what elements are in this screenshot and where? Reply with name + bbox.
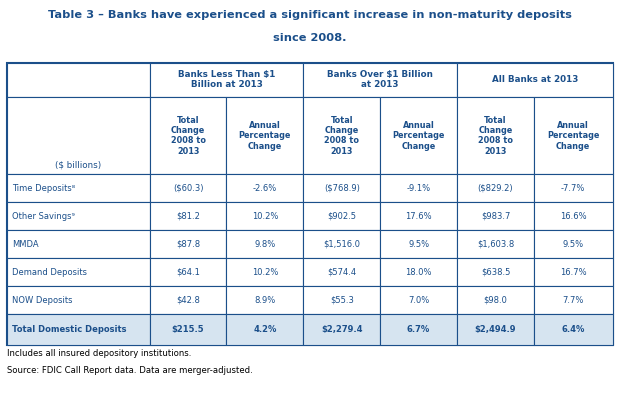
Text: $81.2: $81.2 (176, 212, 200, 221)
Text: Other Savings⁹: Other Savings⁹ (12, 212, 74, 221)
Text: 10.2%: 10.2% (252, 212, 278, 221)
Text: Demand Deposits: Demand Deposits (12, 268, 87, 277)
Text: -9.1%: -9.1% (407, 184, 431, 193)
Text: Table 3 – Banks have experienced a significant increase in non-maturity deposits: Table 3 – Banks have experienced a signi… (48, 10, 572, 20)
Text: -2.6%: -2.6% (253, 184, 277, 193)
Text: $1,516.0: $1,516.0 (323, 240, 360, 249)
Text: 16.6%: 16.6% (560, 212, 587, 221)
Text: $902.5: $902.5 (327, 212, 356, 221)
Text: $1,603.8: $1,603.8 (477, 240, 514, 249)
Text: Banks Over $1 Billion
at 2013: Banks Over $1 Billion at 2013 (327, 70, 433, 89)
Text: Total
Change
2008 to
2013: Total Change 2008 to 2013 (324, 116, 359, 156)
Text: 10.2%: 10.2% (252, 268, 278, 277)
Text: 7.0%: 7.0% (408, 296, 429, 305)
Text: NOW Deposits: NOW Deposits (12, 296, 73, 305)
Text: Banks Less Than $1
Billion at 2013: Banks Less Than $1 Billion at 2013 (178, 70, 275, 89)
Text: 9.8%: 9.8% (254, 240, 275, 249)
Text: since 2008.: since 2008. (273, 33, 347, 43)
Text: 6.4%: 6.4% (562, 325, 585, 335)
Text: Includes all insured depository institutions.: Includes all insured depository institut… (7, 349, 192, 358)
Text: Time Deposits⁸: Time Deposits⁸ (12, 184, 75, 193)
Text: 8.9%: 8.9% (254, 296, 275, 305)
Text: ($768.9): ($768.9) (324, 184, 360, 193)
Text: $98.0: $98.0 (484, 296, 507, 305)
Text: 6.7%: 6.7% (407, 325, 430, 335)
Text: $2,279.4: $2,279.4 (321, 325, 363, 335)
Text: All Banks at 2013: All Banks at 2013 (492, 75, 578, 84)
Text: ($ billions): ($ billions) (55, 161, 102, 170)
Text: 16.7%: 16.7% (560, 268, 587, 277)
Text: Annual
Percentage
Change: Annual Percentage Change (392, 121, 445, 151)
Text: 18.0%: 18.0% (405, 268, 432, 277)
Text: MMDA: MMDA (12, 240, 38, 249)
Text: Annual
Percentage
Change: Annual Percentage Change (239, 121, 291, 151)
Text: $64.1: $64.1 (176, 268, 200, 277)
Text: $638.5: $638.5 (480, 268, 510, 277)
Text: ($60.3): ($60.3) (173, 184, 203, 193)
Text: $87.8: $87.8 (176, 240, 200, 249)
Text: $2,494.9: $2,494.9 (475, 325, 516, 335)
Text: 9.5%: 9.5% (563, 240, 584, 249)
Text: Total
Change
2008 to
2013: Total Change 2008 to 2013 (478, 116, 513, 156)
Text: 9.5%: 9.5% (408, 240, 429, 249)
Text: Annual
Percentage
Change: Annual Percentage Change (547, 121, 600, 151)
Text: $983.7: $983.7 (480, 212, 510, 221)
Text: $55.3: $55.3 (330, 296, 353, 305)
Text: ($829.2): ($829.2) (477, 184, 513, 193)
Text: $574.4: $574.4 (327, 268, 356, 277)
Text: $215.5: $215.5 (172, 325, 205, 335)
Text: Total
Change
2008 to
2013: Total Change 2008 to 2013 (170, 116, 206, 156)
Text: $42.8: $42.8 (176, 296, 200, 305)
Text: 7.7%: 7.7% (562, 296, 584, 305)
Text: Total Domestic Deposits: Total Domestic Deposits (12, 325, 126, 335)
Text: Source: FDIC Call Report data. Data are merger-adjusted.: Source: FDIC Call Report data. Data are … (7, 366, 253, 375)
Text: -7.7%: -7.7% (561, 184, 585, 193)
Text: 17.6%: 17.6% (405, 212, 432, 221)
Text: 4.2%: 4.2% (253, 325, 277, 335)
